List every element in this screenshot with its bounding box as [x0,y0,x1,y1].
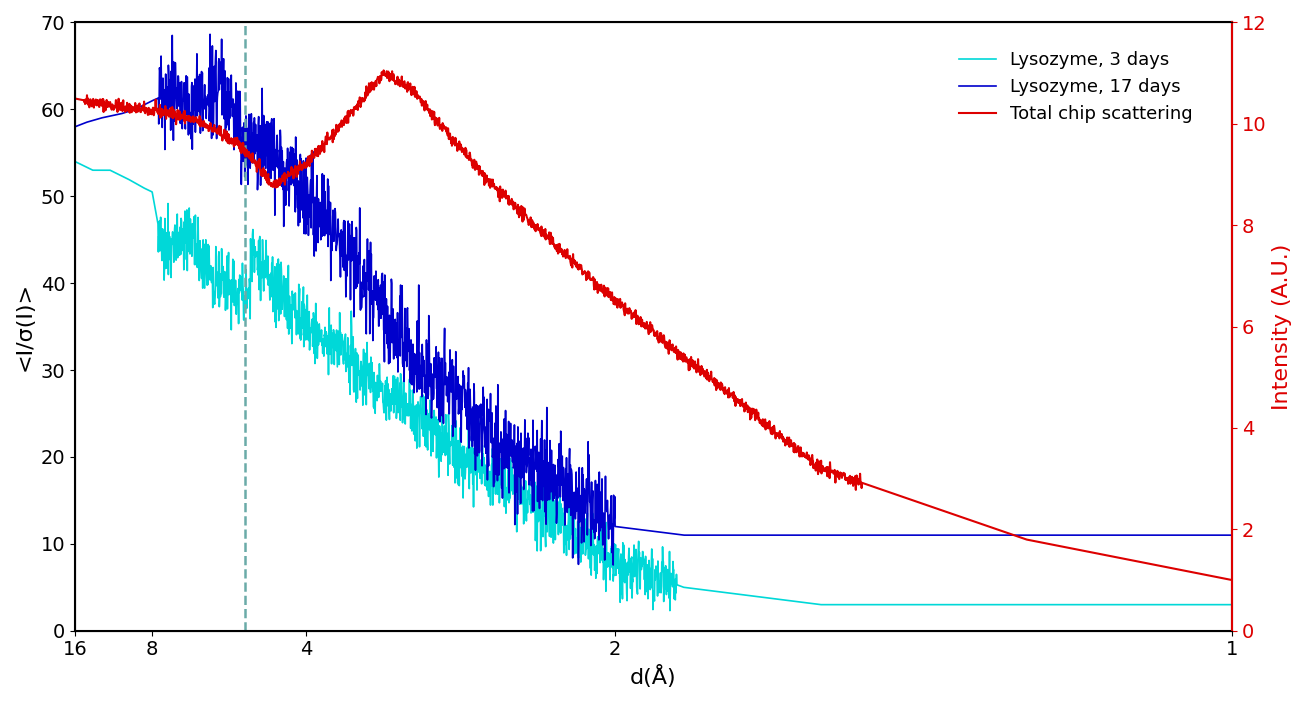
Line: Total chip scattering: Total chip scattering [74,70,1233,580]
Lysozyme, 17 days [203,30,218,39]
Lysozyme, 3 days [1077,600,1093,609]
X-axis label: d(Å): d(Å) [630,665,677,688]
Lysozyme, 3 days [1225,600,1240,609]
Total chip scattering [1077,547,1093,555]
Lysozyme, 3 days [199,280,214,289]
Legend: Lysozyme, 3 days, Lysozyme, 17 days, Total chip scattering: Lysozyme, 3 days, Lysozyme, 17 days, Tot… [953,44,1200,130]
Total chip scattering [67,94,82,103]
Lysozyme, 17 days [268,155,284,164]
Lysozyme, 17 days [1202,531,1218,539]
Y-axis label: Intensity (A.U.): Intensity (A.U.) [1272,243,1293,410]
Lysozyme, 3 days [268,276,284,284]
Lysozyme, 17 days [1225,531,1240,539]
Lysozyme, 3 days [511,489,527,497]
Lysozyme, 3 days [67,157,82,166]
Y-axis label: <I/σ(I)>: <I/σ(I)> [14,282,35,371]
Total chip scattering [1201,572,1217,580]
Total chip scattering [511,213,527,221]
Total chip scattering [199,121,214,129]
Line: Lysozyme, 17 days: Lysozyme, 17 days [74,34,1233,565]
Total chip scattering [562,254,578,263]
Total chip scattering [376,66,392,75]
Lysozyme, 17 days [67,122,82,131]
Total chip scattering [268,183,284,192]
Total chip scattering [1225,576,1240,584]
Line: Lysozyme, 3 days: Lysozyme, 3 days [74,162,1233,611]
Lysozyme, 3 days [1201,600,1217,609]
Lysozyme, 17 days [605,561,621,569]
Lysozyme, 17 days [511,437,527,446]
Lysozyme, 17 days [1077,531,1093,539]
Lysozyme, 3 days [663,607,678,615]
Lysozyme, 17 days [199,96,214,105]
Lysozyme, 3 days [561,489,576,497]
Lysozyme, 17 days [562,457,578,465]
